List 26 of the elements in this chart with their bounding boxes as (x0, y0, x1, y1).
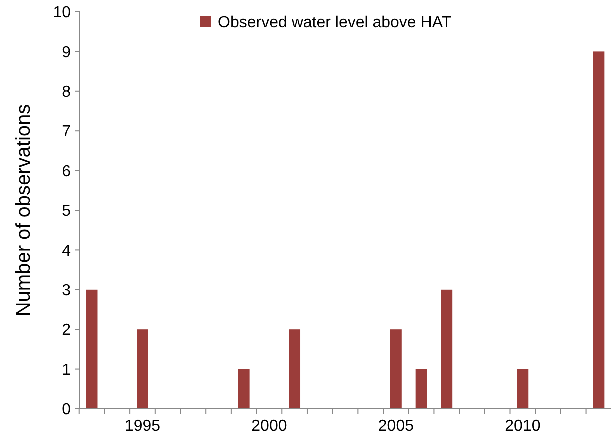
x-tick-label: 1995 (124, 418, 161, 435)
y-tick-label: 3 (62, 282, 72, 300)
x-tick-label: 2010 (505, 418, 541, 435)
bar (289, 330, 301, 409)
bar (517, 369, 529, 409)
y-tick-label: 10 (53, 4, 72, 22)
y-tick-label: 7 (62, 124, 72, 141)
bar (593, 52, 605, 409)
y-axis-title: Number of observations (13, 104, 35, 317)
bar (390, 330, 402, 409)
bar (441, 290, 453, 409)
y-tick-label: 5 (62, 203, 72, 220)
y-tick-label: 0 (62, 402, 72, 419)
x-tick-label: 2005 (378, 418, 414, 435)
y-tick-label: 6 (62, 163, 72, 180)
bar (416, 369, 428, 409)
y-tick-label: 4 (62, 242, 72, 260)
y-tick-label: 1 (62, 362, 72, 379)
x-tick-label: 2000 (252, 418, 288, 435)
bar (137, 330, 148, 409)
y-tick-label: 2 (62, 322, 72, 340)
y-tick-label: 8 (62, 84, 72, 101)
legend-label: Observed water level above HAT (218, 14, 452, 32)
bar (238, 369, 250, 409)
y-tick-label: 9 (62, 44, 72, 62)
bar (86, 290, 98, 409)
